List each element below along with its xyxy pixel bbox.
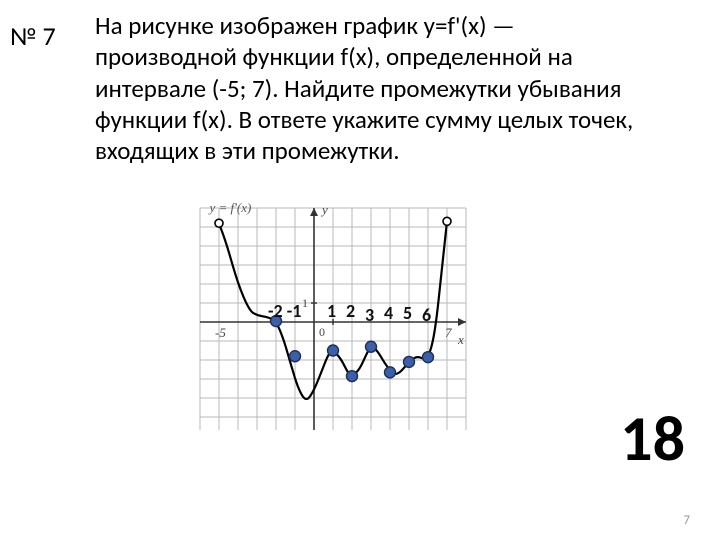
svg-text:1: 1 <box>302 296 308 310</box>
svg-text:0: 0 <box>319 325 325 339</box>
chart-svg: -5701yxy = f'(x) <box>180 200 570 430</box>
problem-number: № 7 <box>10 20 56 52</box>
svg-text:7: 7 <box>445 325 452 340</box>
slide: № 7 На рисунке изображен график y=f'(x) … <box>0 0 720 540</box>
problem-text: На рисунке изображен график y=f'(x) — пр… <box>95 10 655 166</box>
svg-text:x: x <box>457 332 464 347</box>
x-label-1: 1 <box>327 300 336 322</box>
x-label-3: 3 <box>365 304 374 326</box>
x-label-2: 2 <box>346 300 355 322</box>
svg-text:-5: -5 <box>215 325 226 340</box>
derivative-chart: -5701yxy = f'(x) -2 -1 1 2 3 4 5 6 <box>180 200 570 430</box>
x-label-neg: -2 -1 <box>268 300 301 322</box>
answer-value: 18 <box>620 400 685 478</box>
x-label-5: 5 <box>403 302 412 324</box>
x-label-6: 6 <box>422 304 431 326</box>
page-number: 7 <box>683 513 690 528</box>
x-label-4: 4 <box>384 302 393 324</box>
svg-text:y = f'(x): y = f'(x) <box>208 200 252 215</box>
svg-text:y: y <box>320 202 328 217</box>
